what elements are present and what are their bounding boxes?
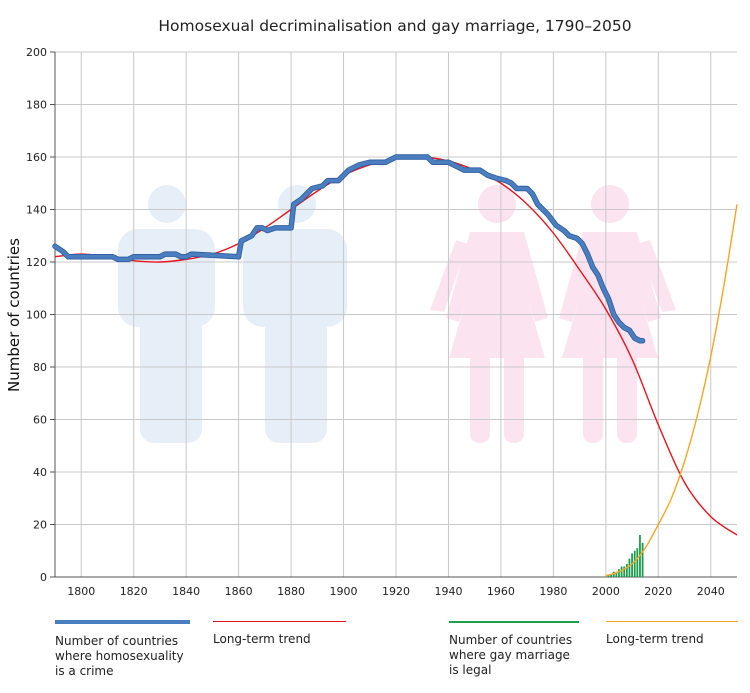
series-marks xyxy=(52,154,738,577)
x-tick-label: 1860 xyxy=(225,585,253,598)
x-tick-label: 1920 xyxy=(382,585,410,598)
gay-marriage-bar xyxy=(633,550,636,577)
gay-marriage-bar xyxy=(612,571,615,577)
legend-label-marriage: Number of countries where gay marriage i… xyxy=(449,633,573,677)
legend-swatch-marriage xyxy=(449,621,579,623)
marriage-trend-line xyxy=(605,204,738,577)
x-tick-label: 1820 xyxy=(120,585,148,598)
y-tick-label: 200 xyxy=(26,46,47,59)
y-tick-label: 0 xyxy=(40,571,47,584)
legend-label-crime-trend: Long-term trend xyxy=(213,632,311,646)
x-tick-label: 2000 xyxy=(592,585,620,598)
legend-swatch-crime xyxy=(55,620,190,624)
x-tick-label: 2020 xyxy=(644,585,672,598)
y-tick-label: 180 xyxy=(26,99,47,112)
legend-swatch-crime-trend xyxy=(213,621,346,622)
y-tick-label: 160 xyxy=(26,151,47,164)
gay-marriage-bar xyxy=(636,548,639,577)
y-tick-label: 60 xyxy=(33,414,47,427)
legend-swatch-marriage-trend xyxy=(606,621,738,622)
gay-marriage-bar xyxy=(631,553,633,577)
x-tick-label: 1940 xyxy=(434,585,462,598)
legend-item-marriage: Number of countries where gay marriage i… xyxy=(449,620,579,690)
chart-title: Homosexual decriminalisation and gay mar… xyxy=(158,17,631,35)
legend-item-crime-trend: Long-term trend xyxy=(213,620,346,690)
y-tick-label: 80 xyxy=(33,361,47,374)
gay-marriage-bar xyxy=(610,574,612,577)
chart-svg: Homosexual decriminalisation and gay mar… xyxy=(5,17,738,598)
y-axis-label: Number of countries xyxy=(5,238,23,392)
legend-label-marriage-trend: Long-term trend xyxy=(606,632,704,646)
gay-marriage-bar xyxy=(618,569,620,577)
legend-label-crime: Number of countries where homosexuality … xyxy=(55,634,184,678)
y-tick-label: 100 xyxy=(26,309,47,322)
x-tick-label: 1960 xyxy=(487,585,515,598)
gay-marriage-bar xyxy=(625,563,628,577)
grid xyxy=(55,51,737,578)
y-tick-label: 20 xyxy=(33,519,47,532)
gay-marriage-bar xyxy=(623,566,626,577)
x-tick-label: 1840 xyxy=(172,585,200,598)
gay-marriage-bar xyxy=(628,558,631,577)
y-tick-label: 140 xyxy=(26,204,47,217)
crime-series-line xyxy=(53,155,645,343)
legend-item-marriage-trend: Long-term trend xyxy=(606,620,738,690)
legend-item-crime: Number of countries where homosexuality … xyxy=(55,620,190,690)
y-tick-label: 40 xyxy=(33,466,47,479)
x-tick-label: 1900 xyxy=(330,585,358,598)
y-tick-label: 120 xyxy=(26,256,47,269)
gay-marriage-bar xyxy=(620,566,623,577)
x-tick-label: 2040 xyxy=(697,585,725,598)
x-tick-label: 1880 xyxy=(277,585,305,598)
x-tick-label: 1980 xyxy=(539,585,567,598)
gay-marriage-bar xyxy=(641,542,644,577)
gay-marriage-bar xyxy=(615,571,618,577)
x-tick-label: 1800 xyxy=(67,585,95,598)
